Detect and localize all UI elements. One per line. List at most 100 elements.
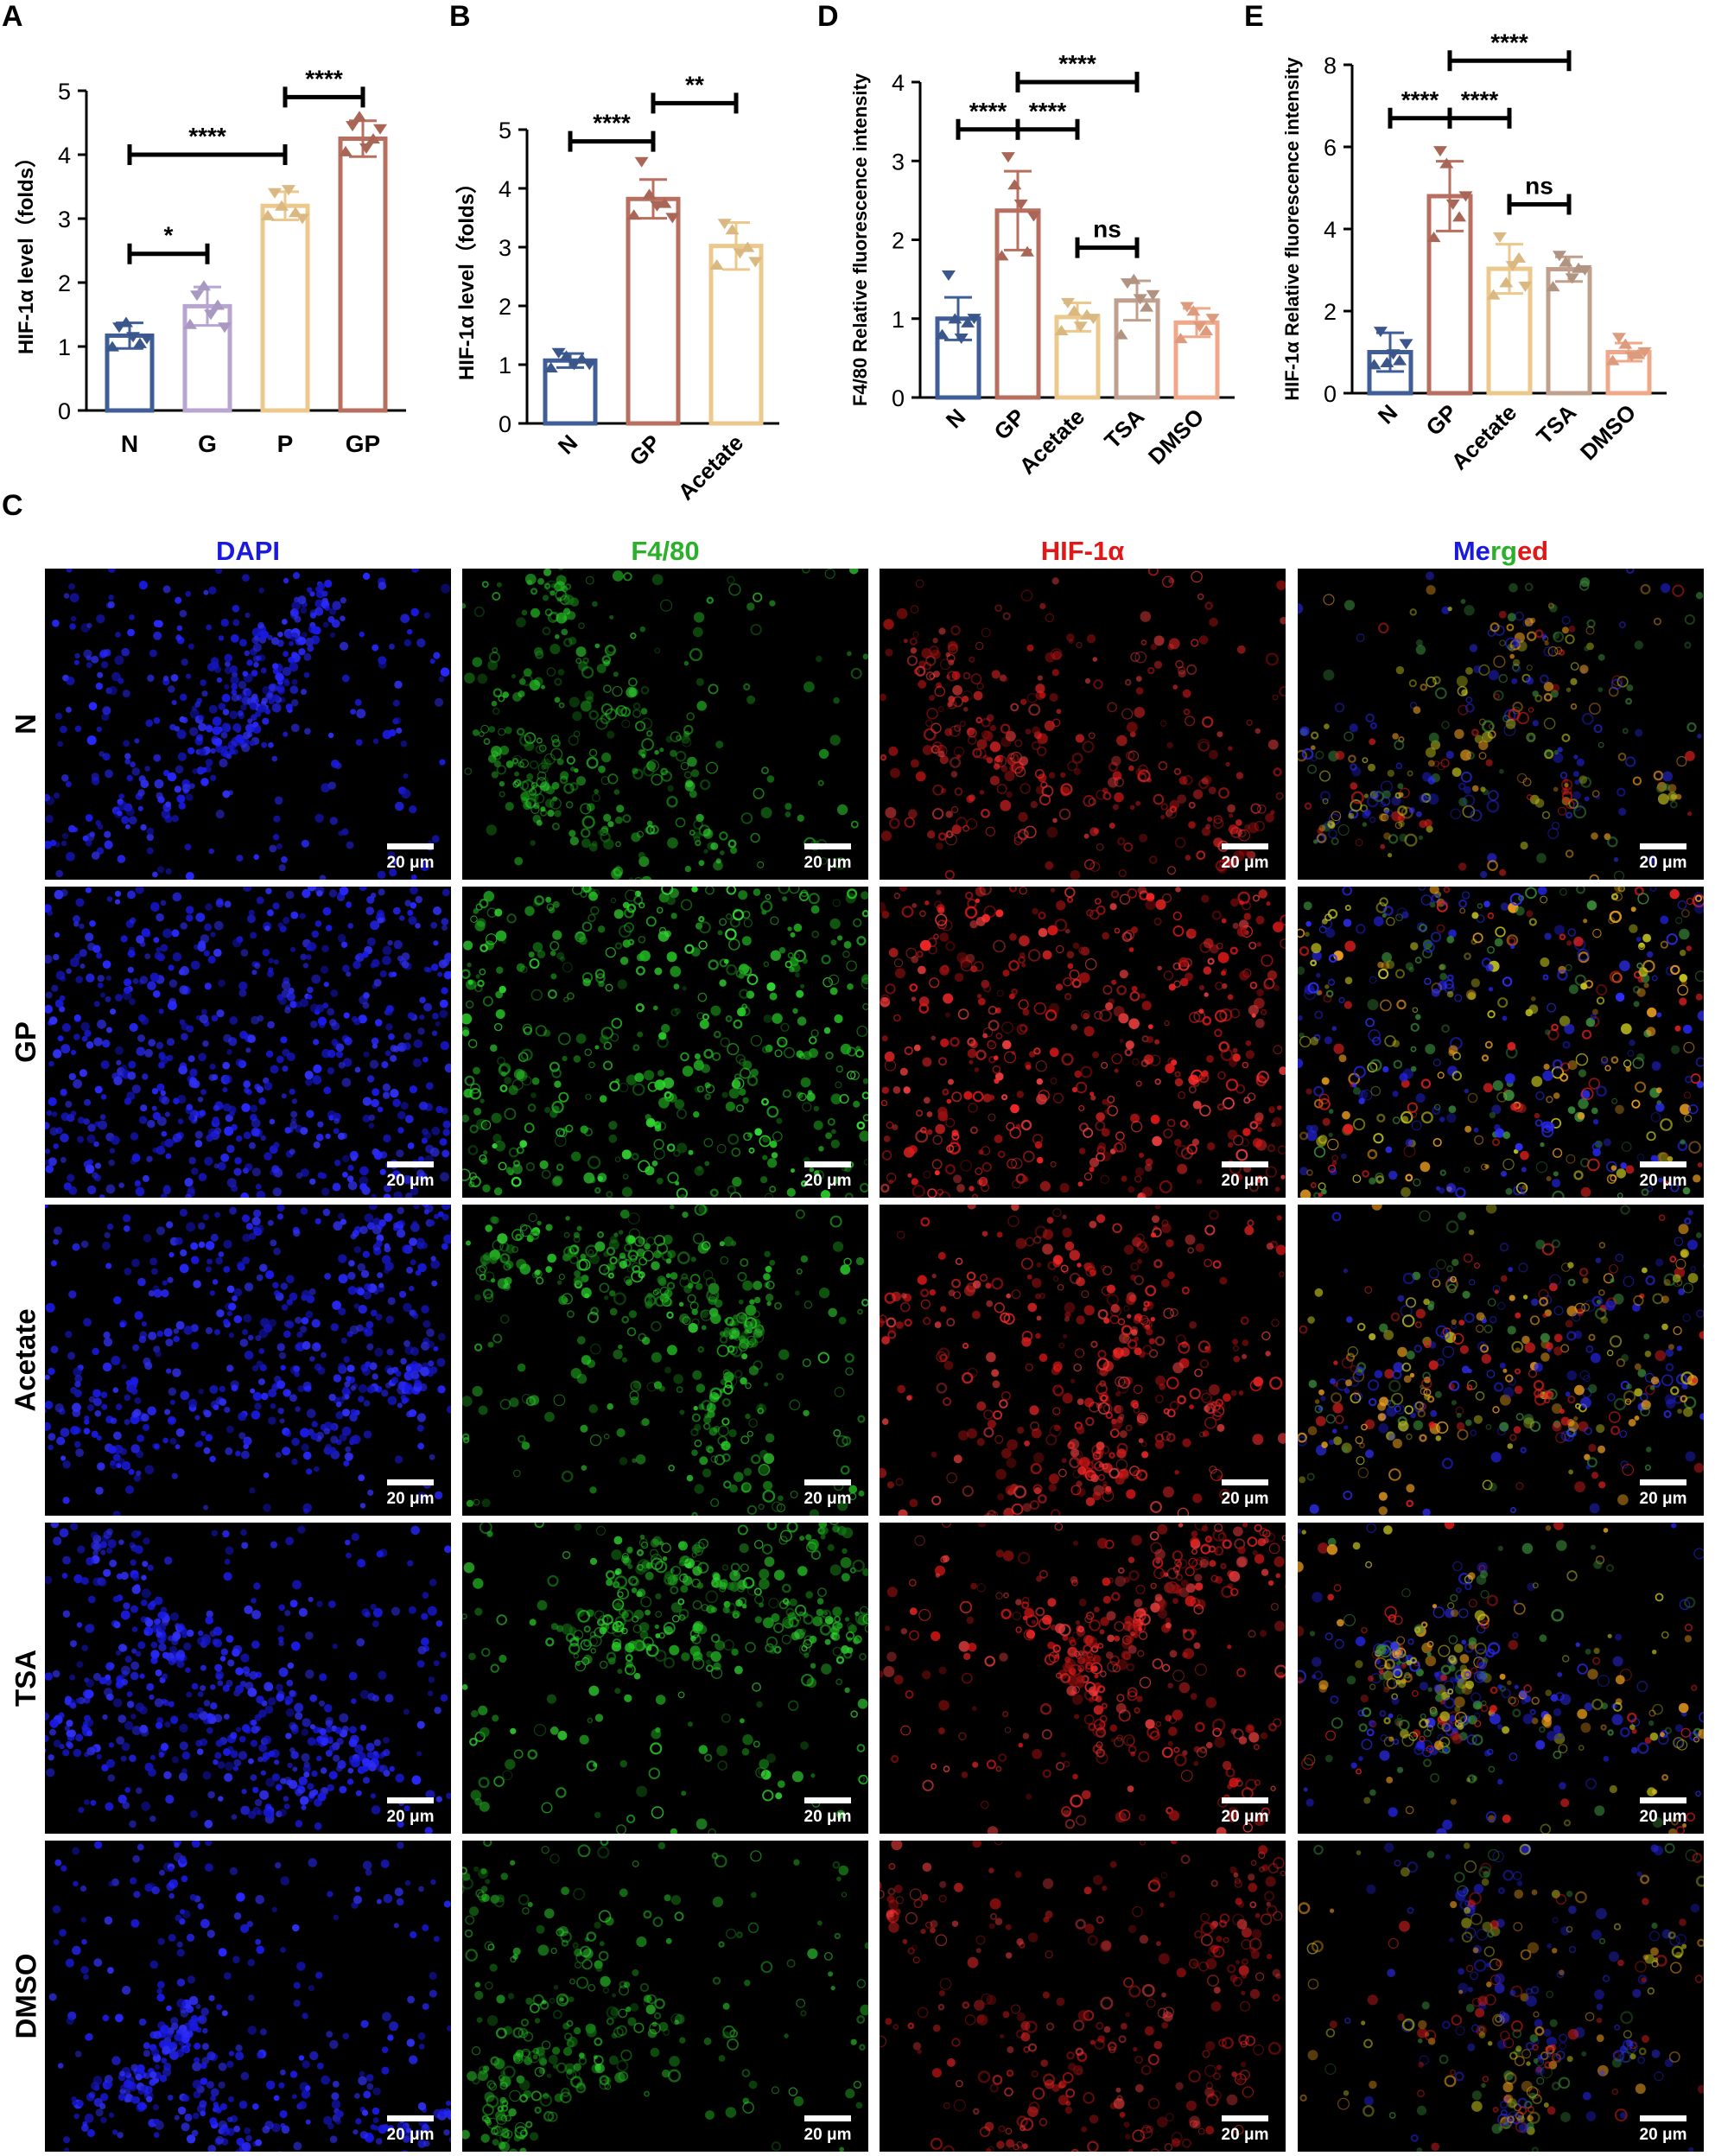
scale-bar: 20 μm — [1633, 1479, 1693, 1509]
data-point — [1493, 232, 1507, 243]
data-point — [1512, 252, 1526, 263]
row-label-acetate: Acetate — [0, 1200, 52, 1520]
x-tick-label: P — [277, 430, 294, 457]
y-tick-label: 0 — [499, 411, 511, 437]
micrograph-f480-n: 20 μm — [462, 569, 868, 880]
micrograph-image — [1298, 1205, 1704, 1516]
significance-label: **** — [969, 98, 1007, 124]
scale-bar-line — [1222, 2115, 1268, 2121]
scale-bar-line — [1222, 1479, 1268, 1485]
y-tick-label: 0 — [892, 385, 905, 411]
scale-bar-line — [804, 843, 851, 849]
row-label-text: N — [10, 714, 42, 735]
micrograph-image — [462, 887, 868, 1198]
y-tick-label: 3 — [892, 149, 905, 175]
y-tick-label: 5 — [58, 79, 71, 105]
scale-bar-line — [804, 1797, 851, 1803]
micrograph-image — [462, 1205, 868, 1516]
micrograph-f480-gp: 20 μm — [462, 887, 868, 1198]
scale-bar-label: 20 μm — [1215, 1808, 1275, 1827]
scale-bar-line — [1640, 843, 1686, 849]
y-tick-label: 4 — [1324, 217, 1337, 243]
x-tick-label: GP — [346, 430, 380, 457]
data-point — [353, 111, 366, 121]
data-point — [635, 157, 649, 168]
scale-bar-line — [804, 2115, 851, 2121]
data-point — [1067, 305, 1081, 315]
significance-label: **** — [1401, 86, 1439, 113]
x-tick-label: TSA — [1531, 399, 1581, 449]
y-tick-label: 1 — [892, 307, 905, 333]
row-label-text: Acetate — [10, 1308, 42, 1411]
micrograph-image — [880, 1841, 1286, 2152]
x-tick-label: GP — [988, 404, 1030, 445]
scale-bar-line — [387, 1797, 434, 1803]
micrograph-image — [45, 1205, 451, 1516]
data-point — [373, 124, 387, 135]
data-point — [1014, 200, 1028, 210]
y-tick-label: 5 — [499, 118, 511, 143]
y-tick-label: 8 — [1324, 53, 1337, 79]
scale-bar: 20 μm — [1633, 1797, 1693, 1827]
data-point — [1001, 152, 1015, 162]
x-tick-label: G — [198, 430, 217, 457]
micrograph-dapi-tsa: 20 μm — [45, 1523, 451, 1834]
column-header-hif1a: HIF-1α — [880, 536, 1286, 567]
data-point — [1433, 146, 1447, 156]
row-label-dmso: DMSO — [0, 1836, 52, 2156]
scale-bar: 20 μm — [1215, 2115, 1275, 2145]
micrograph-image — [1298, 1841, 1704, 2152]
merged-part-ed: ed — [1517, 536, 1548, 566]
column-header-merged: Merged — [1298, 536, 1704, 567]
micrograph-hif-acetate: 20 μm — [880, 1205, 1286, 1516]
scale-bar: 20 μm — [1633, 2115, 1693, 2145]
micrograph-dapi-gp: 20 μm — [45, 887, 451, 1198]
micrograph-image — [462, 569, 868, 880]
scale-bar-line — [387, 2115, 434, 2121]
y-axis-label: F4/80 Relative fluorescence intensity — [849, 73, 871, 406]
scale-bar: 20 μm — [1215, 1161, 1275, 1191]
micrograph-image — [880, 1205, 1286, 1516]
bar-acetate — [711, 246, 761, 423]
significance-label: **** — [1490, 29, 1528, 55]
scale-bar-line — [387, 1161, 434, 1167]
data-point — [268, 188, 282, 199]
scale-bar: 20 μm — [797, 843, 858, 873]
panel-letter-c: C — [2, 489, 23, 523]
merged-part-rg: rg — [1490, 536, 1517, 566]
x-tick-label: GP — [1420, 399, 1462, 441]
scale-bar: 20 μm — [797, 1479, 858, 1509]
micrograph-f480-dmso: 20 μm — [462, 1841, 868, 2152]
micrograph-hif-dmso: 20 μm — [880, 1841, 1286, 2152]
bar-p — [263, 206, 308, 410]
y-axis-label: HIF-1α Relative fluorescence intensity — [1281, 57, 1303, 401]
significance-label: ns — [1093, 216, 1121, 243]
micrograph-image — [1298, 887, 1704, 1198]
scale-bar: 20 μm — [1215, 843, 1275, 873]
scale-bar-label: 20 μm — [1215, 854, 1275, 873]
bar-gp — [628, 199, 678, 423]
scale-bar: 20 μm — [797, 2115, 858, 2145]
significance-label: * — [164, 222, 174, 249]
y-axis-label: HIF-1α level（folds） — [455, 173, 479, 380]
scale-bar-label: 20 μm — [1215, 1172, 1275, 1191]
micrograph-image — [45, 1523, 451, 1834]
row-label-gp: GP — [0, 882, 52, 1202]
micrograph-dapi-acetate: 20 μm — [45, 1205, 451, 1516]
scale-bar: 20 μm — [380, 843, 441, 873]
micrograph-image — [462, 1841, 868, 2152]
y-axis-label: HIF-1α level（folds） — [15, 147, 38, 354]
y-tick-label: 2 — [1324, 299, 1337, 325]
row-label-n: N — [0, 564, 52, 884]
scale-bar-label: 20 μm — [380, 1808, 441, 1827]
scale-bar: 20 μm — [1215, 1797, 1275, 1827]
significance-label: **** — [593, 110, 631, 137]
data-point — [1439, 158, 1453, 169]
x-tick-label: N — [553, 429, 582, 459]
x-tick-label: N — [941, 404, 970, 433]
panel-letter-d: D — [817, 0, 839, 34]
